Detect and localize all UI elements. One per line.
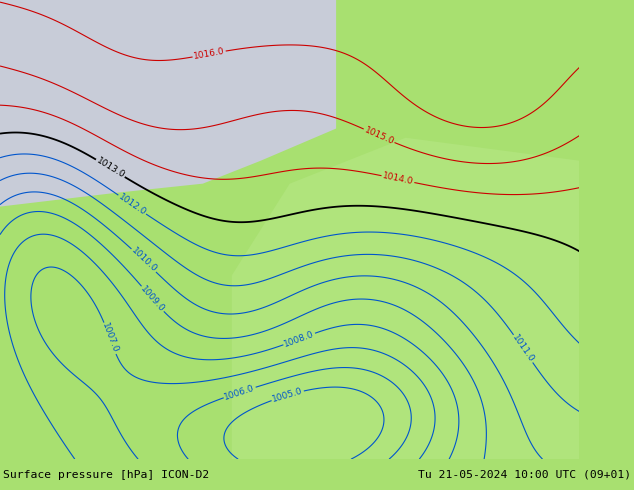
Text: 1013.0: 1013.0 — [94, 156, 126, 180]
Text: 1009.0: 1009.0 — [139, 284, 166, 314]
Polygon shape — [0, 0, 336, 207]
Text: 1007.0: 1007.0 — [100, 322, 120, 355]
Text: Tu 21-05-2024 10:00 UTC (09+01): Tu 21-05-2024 10:00 UTC (09+01) — [418, 469, 631, 480]
Text: 1010.0: 1010.0 — [129, 246, 158, 274]
Text: 1011.0: 1011.0 — [510, 333, 536, 364]
Text: Surface pressure [hPa] ICON-D2: Surface pressure [hPa] ICON-D2 — [3, 469, 209, 480]
Text: 1006.0: 1006.0 — [223, 383, 256, 402]
Text: 1014.0: 1014.0 — [382, 172, 414, 187]
Text: 1015.0: 1015.0 — [363, 125, 396, 147]
Text: 1005.0: 1005.0 — [271, 387, 304, 404]
Text: 1012.0: 1012.0 — [117, 192, 148, 217]
Text: 1016.0: 1016.0 — [193, 47, 226, 61]
Text: 1008.0: 1008.0 — [283, 329, 316, 349]
Polygon shape — [232, 138, 579, 459]
